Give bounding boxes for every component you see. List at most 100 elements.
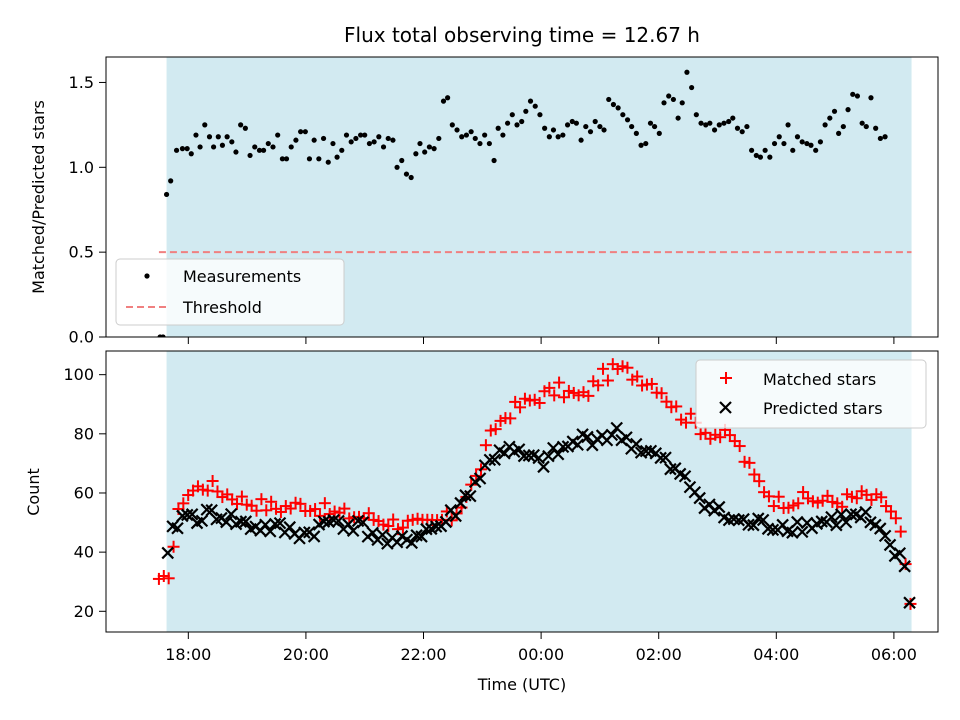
predicted-star-marker xyxy=(620,431,633,444)
panel-ratio-ytick-label: 1.0 xyxy=(69,158,94,177)
measurement-point xyxy=(583,123,589,130)
measurement-point xyxy=(711,127,718,133)
matched-star-marker xyxy=(489,423,502,436)
measurement-point xyxy=(817,139,824,145)
matched-star-marker xyxy=(309,503,322,516)
measurement-point xyxy=(454,127,460,133)
measurement-point xyxy=(265,140,271,147)
measurement-point xyxy=(850,91,856,97)
measurement-point xyxy=(173,147,180,153)
measurement-point xyxy=(827,115,833,121)
measurement-point xyxy=(877,135,883,142)
measurement-point xyxy=(252,144,258,150)
measurement-point xyxy=(909,0,914,3)
panel-ratio-ytick-label: 1.5 xyxy=(69,73,94,92)
measurement-point xyxy=(896,0,901,3)
measurement-point xyxy=(744,123,750,130)
measurement-point xyxy=(785,122,791,128)
measurement-point xyxy=(486,140,492,147)
measurement-point xyxy=(431,146,437,152)
panel-ratio-ytick-label: 0.0 xyxy=(69,328,94,347)
measurement-point xyxy=(684,69,690,75)
matched-star-marker xyxy=(792,497,805,510)
measurement-point xyxy=(901,0,906,3)
predicted-star-marker xyxy=(859,505,872,519)
measurement-point xyxy=(445,95,451,101)
measurement-point xyxy=(550,127,557,133)
predicted-star-marker xyxy=(878,529,892,543)
measurement-point xyxy=(707,120,713,126)
measurement-point xyxy=(477,140,483,147)
measurement-point xyxy=(859,120,865,126)
predicted-star-marker xyxy=(512,443,526,456)
measurement-point xyxy=(624,117,631,123)
legend-predicted-marker xyxy=(719,401,732,414)
predicted-star-marker xyxy=(830,518,843,532)
measurement-point xyxy=(776,134,782,140)
measurement-point xyxy=(357,132,364,138)
measurement-point xyxy=(408,174,414,181)
predicted-star-marker xyxy=(332,514,345,528)
x-tick-label: 00:00 xyxy=(518,645,564,664)
measurement-point xyxy=(242,125,248,131)
matched-star-marker xyxy=(362,507,375,520)
measurement-point xyxy=(229,139,235,145)
measurement-point xyxy=(661,100,667,106)
predicted-star-marker xyxy=(795,525,809,539)
matched-star-marker xyxy=(557,391,570,404)
measurement-point xyxy=(206,134,213,140)
matched-star-marker xyxy=(206,475,219,488)
measurement-point xyxy=(168,178,174,184)
measurement-point xyxy=(413,151,419,157)
predicted-star-marker xyxy=(195,514,209,528)
predicted-star-marker xyxy=(415,530,428,543)
measurement-point xyxy=(197,144,203,150)
measurement-point xyxy=(615,105,621,111)
measurement-point xyxy=(283,156,290,162)
measurement-point xyxy=(882,134,888,140)
matched-star-marker xyxy=(733,440,746,453)
measurement-point xyxy=(293,137,299,143)
measurement-point xyxy=(215,134,221,140)
measurement-point xyxy=(863,123,869,130)
predicted-star-marker xyxy=(307,530,321,543)
predicted-star-marker xyxy=(429,520,443,533)
measurement-point xyxy=(868,95,874,101)
measurement-point xyxy=(371,139,377,145)
measurement-point xyxy=(560,132,566,138)
measurement-point xyxy=(808,142,814,148)
measurement-point xyxy=(463,132,470,138)
measurement-point xyxy=(643,140,649,147)
matched-star-marker xyxy=(162,572,175,585)
predicted-star-marker xyxy=(376,528,389,542)
measurement-point xyxy=(840,123,846,130)
matched-star-marker xyxy=(479,439,492,452)
measurement-point xyxy=(656,130,662,136)
matched-star-marker xyxy=(894,525,907,538)
predicted-star-marker xyxy=(605,428,619,442)
measurement-point xyxy=(693,112,699,118)
predicted-star-marker xyxy=(259,518,272,531)
predicted-star-marker xyxy=(185,508,199,521)
predicted-star-marker xyxy=(756,513,770,527)
measurement-point xyxy=(440,98,447,104)
measurement-point xyxy=(482,132,488,138)
predicted-star-marker xyxy=(239,515,253,528)
panel-ratio-ylabel: Matched/Predicted stars xyxy=(29,100,48,294)
predicted-star-marker xyxy=(898,560,911,573)
matched-star-marker xyxy=(265,495,278,508)
measurement-point xyxy=(353,135,359,142)
x-tick-label: 22:00 xyxy=(400,645,446,664)
panel-counts-ylabel: Count xyxy=(24,468,43,516)
predicted-star-marker xyxy=(581,430,594,444)
measurement-point xyxy=(306,156,313,162)
matched-star-marker xyxy=(387,513,400,526)
measurement-point xyxy=(845,107,851,113)
measurement-point xyxy=(638,142,644,148)
measurement-point xyxy=(385,135,391,142)
measurement-point xyxy=(320,135,327,142)
measurement-point xyxy=(804,140,810,147)
predicted-star-marker xyxy=(483,453,497,467)
predicted-star-marker xyxy=(678,470,692,483)
